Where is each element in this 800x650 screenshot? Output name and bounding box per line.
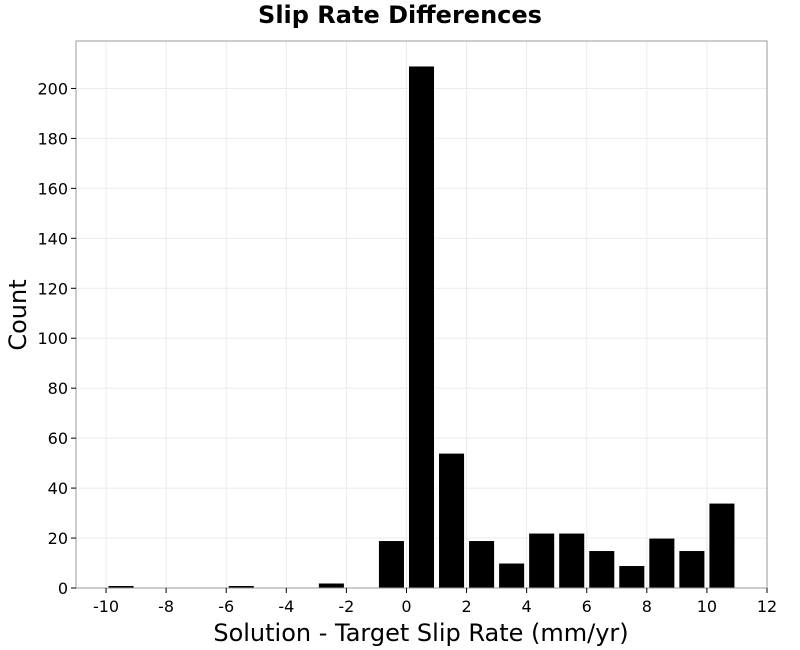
histogram-bar	[618, 565, 646, 589]
histogram-bar	[648, 537, 676, 589]
histogram-bar	[317, 582, 345, 589]
y-tick-label: 200	[37, 79, 68, 98]
y-tick-label: 100	[37, 329, 68, 348]
x-tick-label: -6	[218, 597, 234, 616]
y-tick-label: 140	[37, 229, 68, 248]
histogram-bar	[588, 550, 616, 589]
histogram-bar	[528, 532, 556, 589]
y-tick-label: 20	[48, 529, 68, 548]
histogram-bar	[678, 550, 706, 589]
y-tick-label: 0	[58, 579, 68, 598]
histogram-bar	[468, 540, 496, 589]
histogram-bar	[558, 532, 586, 589]
bars	[107, 65, 736, 589]
x-tick-label: -2	[338, 597, 354, 616]
y-tick-label: 180	[37, 129, 68, 148]
x-tick-label: -4	[278, 597, 294, 616]
x-tick-label: 6	[582, 597, 592, 616]
y-tick-label: 60	[48, 429, 68, 448]
chart-title: Slip Rate Differences	[258, 1, 542, 29]
x-tick-label: 10	[697, 597, 717, 616]
y-axis-label: Count	[4, 279, 32, 350]
y-tick-label: 120	[37, 279, 68, 298]
x-axis-label: Solution - Target Slip Rate (mm/yr)	[213, 619, 628, 647]
y-tick-label: 160	[37, 179, 68, 198]
histogram-bar	[377, 540, 405, 589]
histogram-bar	[438, 452, 466, 589]
x-tick-label: 0	[401, 597, 411, 616]
x-tick-label: 2	[461, 597, 471, 616]
y-tick-label: 40	[48, 479, 68, 498]
axis-ticks: -10 -8 -6 -4 -2 0 2 4 6 8 10 1202040608010012014016…	[37, 79, 777, 616]
histogram-bar	[708, 502, 736, 589]
x-tick-label: 12	[757, 597, 777, 616]
x-tick-label: -8	[158, 597, 174, 616]
x-tick-label: 8	[642, 597, 652, 616]
plot-frame	[75, 40, 768, 589]
x-tick-label: 4	[522, 597, 532, 616]
histogram-bar	[498, 562, 526, 589]
histogram-bar	[407, 65, 436, 589]
y-tick-label: 80	[48, 379, 68, 398]
x-tick-label: -10	[93, 597, 119, 616]
